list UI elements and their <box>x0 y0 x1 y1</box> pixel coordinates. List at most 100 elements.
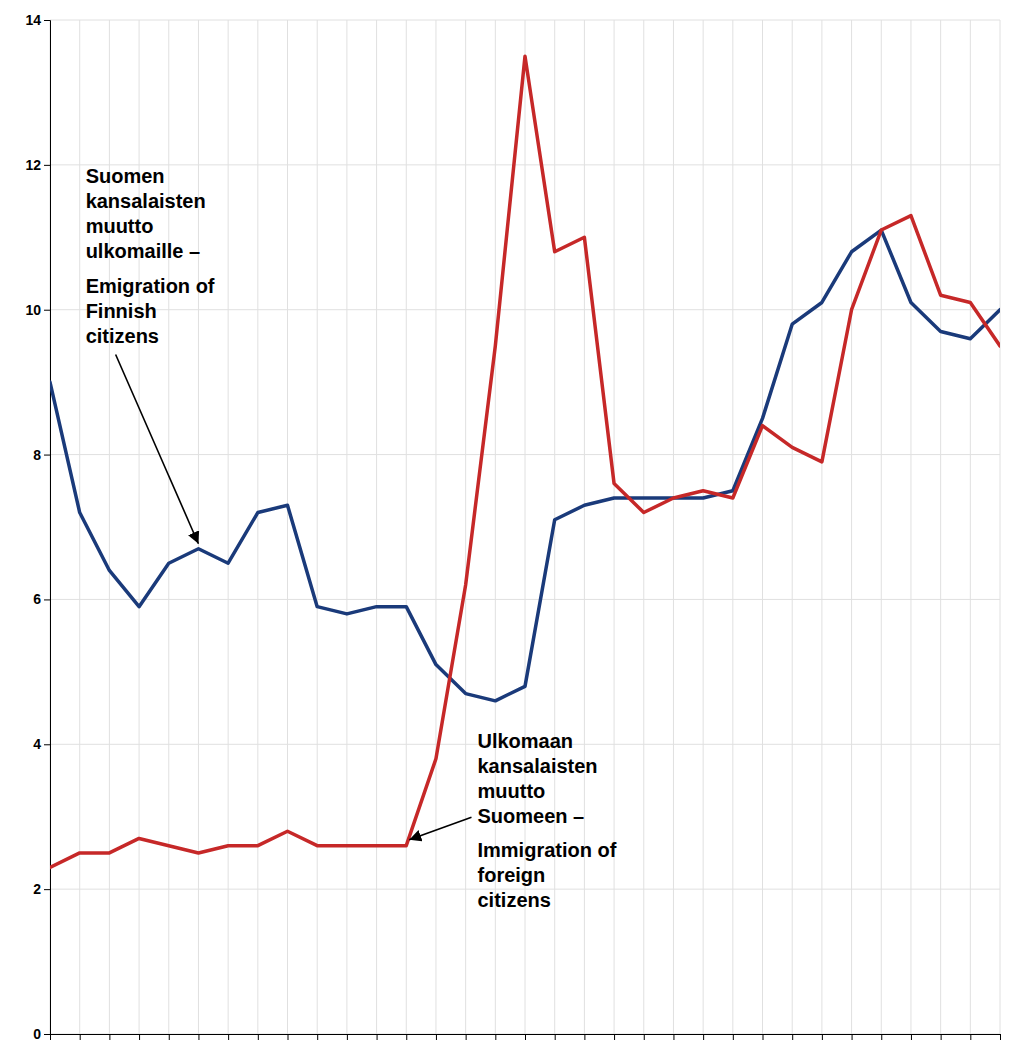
tick: 10 <box>25 302 50 318</box>
tick-mark <box>377 1034 378 1040</box>
annotation-line: muutto <box>86 215 154 237</box>
tick-mark <box>258 1034 259 1040</box>
grid-line-y <box>50 599 1000 600</box>
grid-line-x <box>673 20 674 1034</box>
tick-mark <box>495 1034 496 1040</box>
tick-mark <box>466 1034 467 1040</box>
tick <box>169 1034 170 1040</box>
x-axis <box>51 1034 1001 1040</box>
tick-mark <box>673 1034 674 1040</box>
grid-line-x <box>79 20 80 1034</box>
tick <box>80 1034 81 1040</box>
tick-mark <box>525 1034 526 1040</box>
tick: 2 <box>33 881 50 897</box>
annotation-line: Ulkomaan <box>478 730 574 752</box>
annotation: Immigration offoreigncitizens <box>478 839 617 911</box>
grid-line-y <box>50 20 1000 21</box>
tick-mark <box>763 1034 764 1040</box>
annotation-line: Emigration of <box>86 275 215 297</box>
grid-line-x <box>762 20 763 1034</box>
tick-mark <box>44 744 50 745</box>
tick-mark <box>228 1034 229 1040</box>
tick-mark <box>644 1034 645 1040</box>
tick-label: 2 <box>33 881 41 897</box>
tick-mark <box>733 1034 734 1040</box>
tick-mark <box>970 1034 971 1040</box>
tick-mark <box>44 599 50 600</box>
tick <box>466 1034 467 1040</box>
tick <box>881 1034 882 1040</box>
grid-line-x <box>792 20 793 1034</box>
tick-label: 14 <box>25 12 41 28</box>
annotation-arrow <box>409 817 471 839</box>
annotation-line: Suomeen – <box>478 805 585 827</box>
tick: 6 <box>33 591 50 607</box>
series-line <box>50 230 1000 701</box>
grid-line-x <box>465 20 466 1034</box>
grid-line-x <box>643 20 644 1034</box>
annotation-line: foreign <box>478 864 546 886</box>
tick: 14 <box>25 12 50 28</box>
tick-mark <box>44 20 50 21</box>
annotation-arrow <box>116 355 199 544</box>
grid <box>50 20 1000 1034</box>
tick: 4 <box>33 736 50 752</box>
tick-mark <box>822 1034 823 1040</box>
axis-line <box>44 21 51 1035</box>
tick-mark <box>44 455 50 456</box>
tick-mark <box>44 165 50 166</box>
grid-line-x <box>317 20 318 1034</box>
tick <box>941 1034 942 1040</box>
tick <box>406 1034 407 1040</box>
annotation-line: ulkomaille – <box>86 240 201 262</box>
tick <box>614 1034 615 1040</box>
grid-line-x <box>198 20 199 1034</box>
tick <box>228 1034 229 1040</box>
tick <box>644 1034 645 1040</box>
plot-area <box>50 56 1000 867</box>
annotation: Suomenkansalaistenmuuttoulkomaille – <box>86 165 206 262</box>
tick <box>1000 1034 1001 1040</box>
series-line <box>50 56 1000 867</box>
tick: 12 <box>25 157 50 173</box>
tick-label: 0 <box>33 1026 41 1042</box>
tick <box>673 1034 674 1040</box>
tick-mark <box>911 1034 912 1040</box>
tick-mark <box>941 1034 942 1040</box>
tick-mark <box>881 1034 882 1040</box>
tick: 8 <box>33 447 50 463</box>
grid-line-x <box>346 20 347 1034</box>
tick-mark <box>1000 1034 1001 1040</box>
grid-line-y <box>50 309 1000 310</box>
grid-line-y <box>50 454 1000 455</box>
tick-label: 6 <box>33 591 41 607</box>
tick <box>109 1034 110 1040</box>
tick <box>733 1034 734 1040</box>
tick-mark <box>436 1034 437 1040</box>
grid-line-x <box>970 20 971 1034</box>
tick-mark <box>317 1034 318 1040</box>
tick <box>377 1034 378 1040</box>
grid-line-x <box>376 20 377 1034</box>
tick <box>139 1034 140 1040</box>
tick-mark <box>139 1034 140 1040</box>
grid-line-y <box>50 164 1000 165</box>
grid-line-x <box>614 20 615 1034</box>
tick <box>198 1034 199 1040</box>
grid-line-x <box>584 20 585 1034</box>
chart: 02468101214Suomenkansalaistenmuuttoulkom… <box>0 0 1024 1064</box>
grid-line-x <box>940 20 941 1034</box>
tick <box>555 1034 556 1040</box>
annotation-line: citizens <box>478 889 551 911</box>
tick <box>703 1034 704 1040</box>
tick-mark <box>288 1034 289 1040</box>
annotation: UlkomaankansalaistenmuuttoSuomeen – <box>478 730 598 827</box>
tick-mark <box>44 1034 50 1035</box>
tick-label: 8 <box>33 447 41 463</box>
annotation-line: citizens <box>86 325 159 347</box>
annotation-line: Finnish <box>86 300 157 322</box>
tick <box>970 1034 971 1040</box>
axis-line <box>51 1035 1001 1041</box>
tick-mark <box>198 1034 199 1040</box>
grid-line-x <box>287 20 288 1034</box>
